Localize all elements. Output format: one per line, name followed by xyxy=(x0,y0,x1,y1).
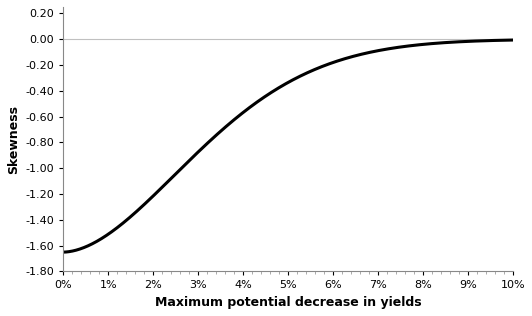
Y-axis label: Skewness: Skewness xyxy=(7,105,20,174)
X-axis label: Maximum potential decrease in yields: Maximum potential decrease in yields xyxy=(155,296,421,309)
